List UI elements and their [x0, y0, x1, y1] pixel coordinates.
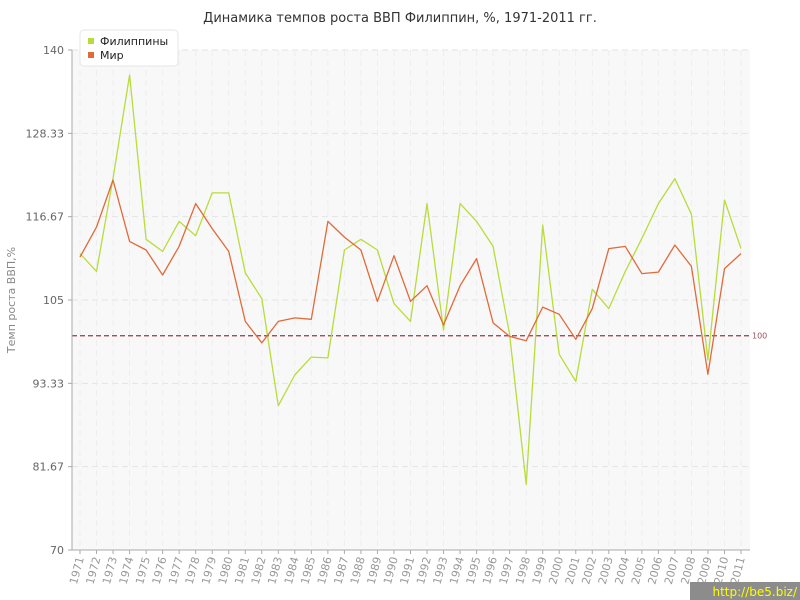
legend-label-philippines: Филиппины — [100, 35, 168, 48]
watermark-link[interactable]: http://be5.biz/ — [712, 585, 797, 599]
series-line-world — [79, 179, 742, 375]
legend-box — [79, 29, 179, 67]
y-tick-label: 128.33 — [26, 127, 65, 140]
y-tick-label: 140 — [43, 44, 64, 57]
y-tick-label: 70 — [50, 544, 64, 557]
y-tick-label: 116.67 — [26, 211, 65, 224]
y-tick-label: 81.67 — [33, 461, 65, 474]
series-line-philippines — [79, 74, 742, 485]
legend-label-world: Мир — [100, 49, 124, 62]
y-tick-labels: 70 81.67 93.33 105 116.67 128.33 140 — [26, 44, 72, 557]
x-tick-labels: 1971197219731974197519761977197819791980… — [67, 550, 748, 586]
reference-line-group: 100 — [72, 332, 767, 341]
watermark-bg — [690, 582, 800, 600]
y-tick-label: 105 — [43, 294, 64, 307]
grid — [72, 49, 750, 550]
series-group — [79, 74, 742, 485]
legend-swatch-world — [88, 52, 94, 58]
watermark[interactable]: http://be5.biz/ — [690, 582, 800, 600]
legend: Филиппины Мир — [79, 29, 179, 67]
x-tick-label: 2011 — [728, 555, 748, 585]
y-axis-label: Темп роста ВВП,% — [5, 247, 18, 354]
chart-title: Динамика темпов роста ВВП Филиппин, %, 1… — [203, 11, 597, 26]
reference-line-label: 100 — [752, 332, 767, 341]
legend-swatch-philippines — [88, 38, 94, 44]
y-tick-label: 93.33 — [33, 377, 65, 390]
